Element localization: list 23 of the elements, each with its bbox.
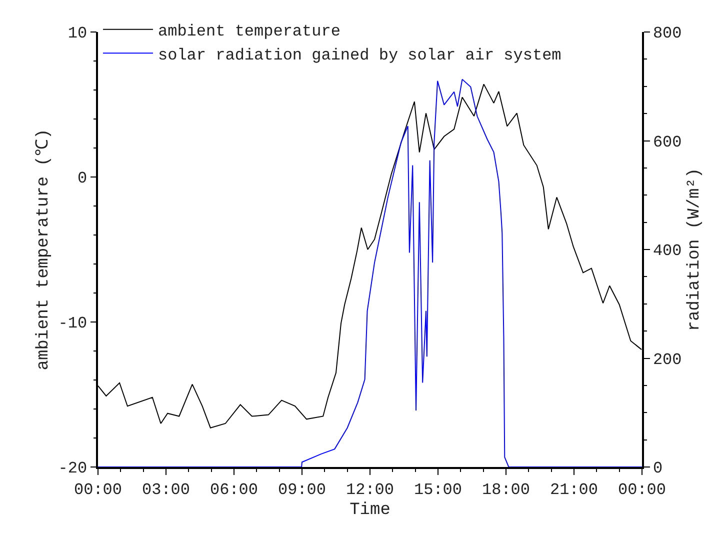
y-tick-label: 0 (77, 170, 88, 188)
x-tick-label: 06:00 (210, 480, 258, 499)
x-tick-label: 03:00 (142, 480, 190, 499)
x-tick-label: 15:00 (414, 480, 462, 499)
y2-tick-label: 400 (652, 242, 682, 260)
y-tick-label: -20 (58, 460, 88, 478)
x-tick-label: 00:00 (618, 480, 666, 499)
y2-tick-label: 600 (652, 133, 682, 152)
legend-label: solar radiation gained by solar air system (158, 46, 562, 64)
x-tick-label: 00:00 (74, 480, 122, 499)
y2-tick-label: 200 (652, 350, 682, 369)
x-tick-label: 21:00 (550, 480, 598, 499)
legend-label: ambient temperature (158, 22, 340, 41)
y2-tick-label: 0 (652, 460, 663, 478)
y2-tick-label: 800 (652, 24, 682, 43)
y-tick-label: -10 (58, 314, 88, 333)
x-axis-title: Time (350, 500, 390, 520)
y-axis-title: ambient temperature (℃) (34, 128, 54, 370)
y2-axis-title: radiation (W/m²) (686, 168, 705, 332)
x-tick-label: 09:00 (278, 480, 326, 499)
x-tick-label: 18:00 (482, 480, 530, 499)
y-tick-label: 10 (68, 24, 88, 43)
x-tick-label: 12:00 (346, 480, 394, 499)
